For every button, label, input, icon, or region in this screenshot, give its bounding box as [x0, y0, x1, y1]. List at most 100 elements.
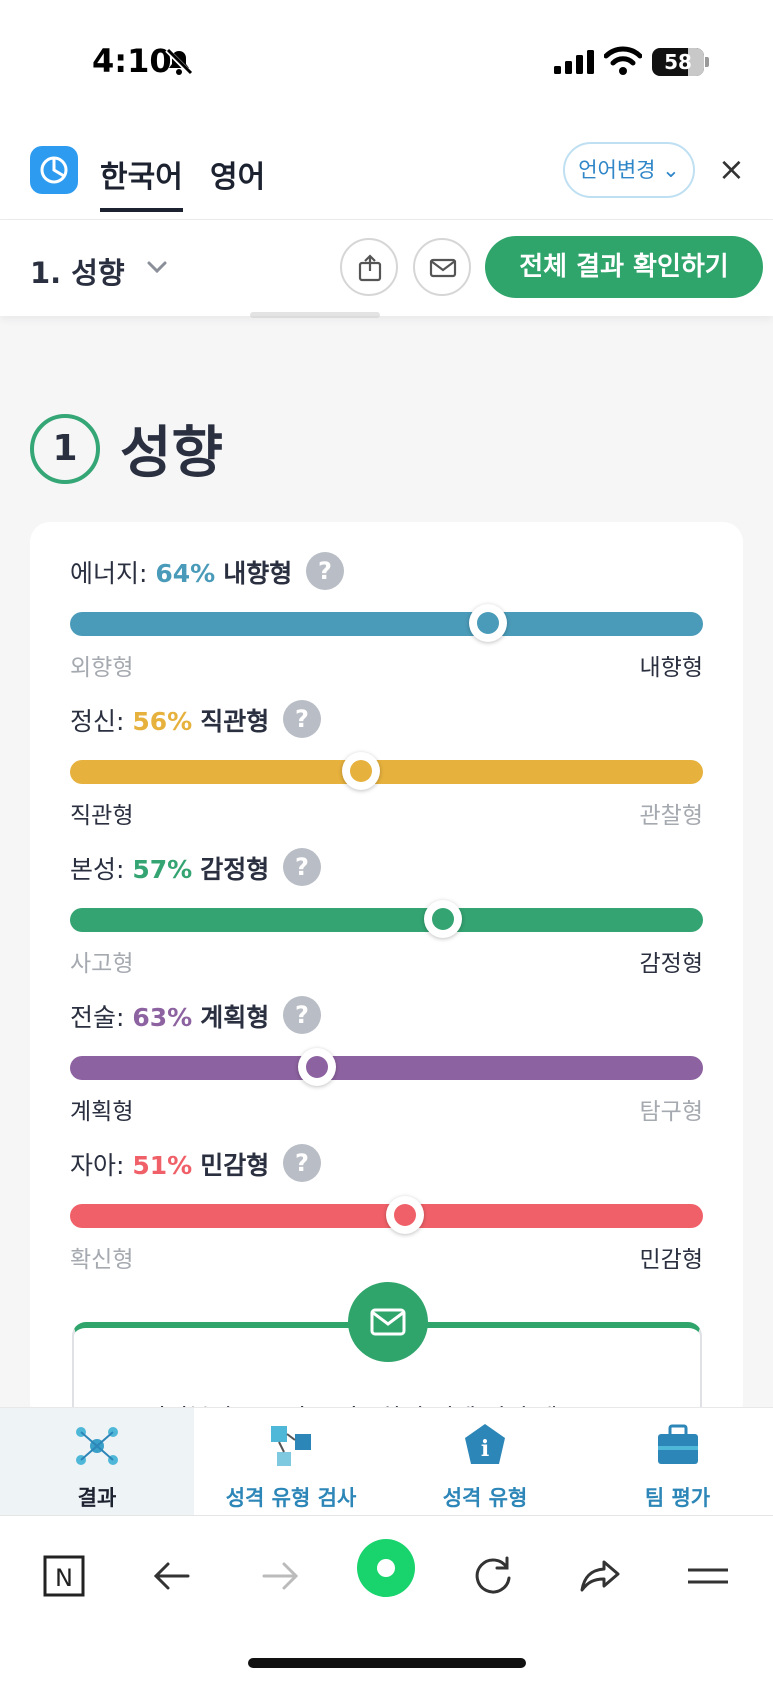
share-icon	[358, 254, 382, 282]
trait-row: 정신: 56% 직관형? 직관형 관찰형	[70, 700, 703, 829]
trait-percent: 57%	[132, 855, 193, 884]
tab-korean[interactable]: 한국어	[100, 152, 183, 212]
trait-right-end-label: 감정형	[639, 951, 703, 977]
close-button[interactable]: ×	[718, 150, 745, 188]
trait-label: 전술: 63% 계획형	[70, 998, 269, 1034]
nav-label: 성격 유형 검사	[225, 1486, 357, 1510]
language-change-button[interactable]: 언어변경 ⌄	[563, 142, 695, 198]
section-selector[interactable]: 1. 성향	[30, 256, 125, 290]
trait-label: 자아: 51% 민감형	[70, 1146, 269, 1182]
trait-row: 본성: 57% 감정형? 사고형 감정형	[70, 848, 703, 977]
trait-slider-knob	[468, 604, 507, 642]
trait-row: 에너지: 64% 내향형? 외향형 내향형	[70, 552, 703, 681]
trait-left-end-label: 직관형	[70, 803, 134, 829]
app-logo-icon	[30, 146, 78, 194]
trait-left-end-label: 외향형	[70, 655, 134, 681]
nav-label: 결과	[77, 1486, 117, 1510]
mail-icon	[429, 258, 457, 278]
help-icon[interactable]: ?	[283, 848, 321, 886]
trait-slider-knob	[342, 752, 381, 790]
wifi-icon	[604, 46, 642, 75]
status-time: 4:10	[92, 42, 172, 80]
nav-item-personality-types[interactable]: i 성격 유형	[388, 1408, 582, 1516]
language-header: 한국어 영어 언어변경 ⌄ ×	[0, 124, 773, 220]
trait-slider-knob	[297, 1048, 336, 1086]
arrow-left-icon	[153, 1562, 190, 1590]
menu-button[interactable]	[678, 1546, 738, 1606]
help-icon[interactable]: ?	[283, 700, 321, 738]
naver-home-icon: N	[43, 1555, 85, 1597]
trait-left-end-label: 계획형	[70, 1099, 134, 1125]
tab-english[interactable]: 영어	[210, 160, 266, 195]
trait-percent: 56%	[132, 707, 193, 736]
all-results-button[interactable]: 전체 결과 확인하기	[485, 236, 763, 298]
nav-label: 팀 평가	[644, 1486, 711, 1510]
trait-bar	[70, 908, 703, 932]
battery-indicator: 58	[652, 48, 704, 76]
briefcase-icon	[657, 1424, 698, 1464]
trait-left-end-label: 사고형	[70, 951, 134, 977]
trait-category: 본성:	[70, 855, 125, 884]
section-title: 성향	[120, 421, 224, 486]
help-icon[interactable]: ?	[283, 1144, 321, 1182]
bottom-app-navigation: 결과 성격 유형 검사 i 성격 유형 팀 평가	[0, 1407, 773, 1516]
trait-right-end-label: 관찰형	[639, 803, 703, 829]
trait-left-end-label: 확신형	[70, 1247, 134, 1273]
home-button[interactable]: N	[34, 1546, 94, 1606]
trait-type: 계획형	[200, 1003, 270, 1032]
traits-card: 에너지: 64% 내향형? 외향형 내향형 정신: 56% 직관형? 직관형 관찰형 본성:…	[30, 522, 743, 1462]
chevron-down-icon: ⌄	[662, 158, 680, 182]
nav-item-personality-test[interactable]: 성격 유형 검사	[194, 1408, 388, 1516]
molecule-icon	[76, 1427, 118, 1465]
nav-item-team-assessment[interactable]: 팀 평가	[582, 1408, 773, 1516]
trait-type: 직관형	[200, 707, 270, 736]
trait-percent: 63%	[132, 1003, 193, 1032]
share-arrow-icon	[580, 1560, 620, 1592]
share-button[interactable]	[340, 238, 398, 296]
green-dot-button[interactable]	[356, 1538, 416, 1598]
trait-right-end-label: 내향형	[639, 655, 703, 681]
trait-right-end-label: 민감형	[639, 1247, 703, 1273]
trait-type: 민감형	[200, 1151, 270, 1180]
email-button[interactable]	[413, 238, 471, 296]
browser-toolbar: N	[0, 1515, 773, 1681]
trait-type: 내향형	[223, 559, 293, 588]
arrow-right-icon	[262, 1562, 299, 1590]
language-change-label: 언어변경	[578, 158, 656, 182]
trait-category: 에너지:	[70, 559, 148, 588]
trait-bar	[70, 1056, 703, 1080]
trait-row: 자아: 51% 민감형? 확신형 민감형	[70, 1144, 703, 1273]
trait-bar	[70, 760, 703, 784]
section-toolbar: 1. 성향 전체 결과 확인하기	[0, 220, 773, 316]
trait-slider-knob	[386, 1196, 425, 1234]
back-button[interactable]	[142, 1546, 202, 1606]
trait-category: 전술:	[70, 1003, 125, 1032]
email-circle-button[interactable]	[348, 1282, 428, 1362]
trait-label: 에너지: 64% 내향형	[70, 554, 292, 590]
help-icon[interactable]: ?	[306, 552, 344, 590]
chevron-down-icon[interactable]	[146, 256, 168, 278]
nav-item-results[interactable]: 결과	[0, 1408, 194, 1516]
nav-label: 성격 유형	[442, 1486, 528, 1510]
trait-type: 감정형	[200, 855, 270, 884]
trait-percent: 64%	[155, 559, 216, 588]
forward-button[interactable]	[250, 1546, 310, 1606]
battery-tip	[705, 57, 709, 67]
trait-category: 정신:	[70, 707, 125, 736]
svg-text:i: i	[481, 1436, 489, 1462]
info-gem-icon: i	[465, 1424, 505, 1464]
reload-icon	[475, 1556, 511, 1594]
green-circle-icon	[357, 1539, 415, 1597]
home-indicator	[248, 1658, 526, 1668]
battery-level: 58	[664, 50, 692, 74]
trait-label: 본성: 57% 감정형	[70, 850, 269, 886]
share-page-button[interactable]	[570, 1546, 630, 1606]
bell-muted-icon	[165, 48, 193, 76]
network-cubes-icon	[271, 1426, 311, 1466]
reload-button[interactable]	[463, 1546, 523, 1606]
trait-bar	[70, 612, 703, 636]
trait-slider-knob	[424, 900, 463, 938]
mail-icon	[370, 1308, 406, 1336]
help-icon[interactable]: ?	[283, 996, 321, 1034]
hamburger-menu-icon	[688, 1568, 728, 1584]
